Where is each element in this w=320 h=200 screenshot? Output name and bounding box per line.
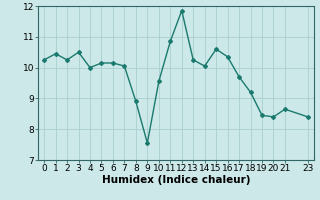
X-axis label: Humidex (Indice chaleur): Humidex (Indice chaleur)	[102, 175, 250, 185]
